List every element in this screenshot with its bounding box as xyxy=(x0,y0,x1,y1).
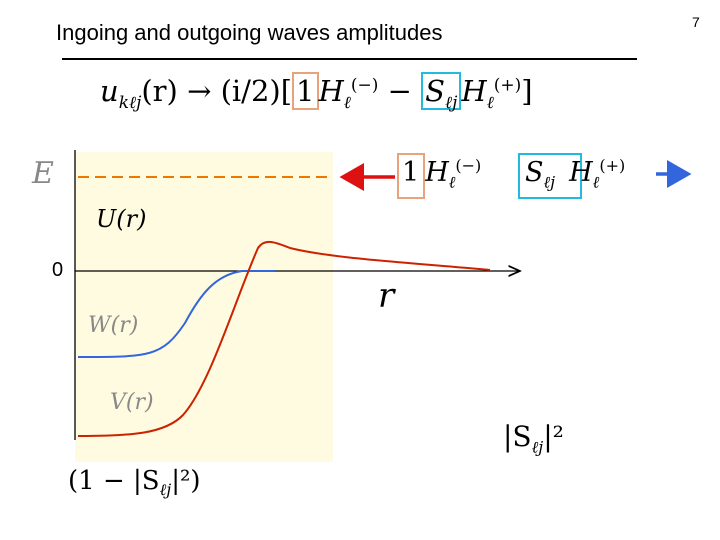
abs-s-open: |S xyxy=(503,420,532,453)
formula-s-box: Sℓj xyxy=(421,72,462,113)
r-label: r xyxy=(378,276,395,316)
slide-title: Ingoing and outgoing waves amplitudes xyxy=(56,20,443,45)
outgoing-s-sub: ℓj xyxy=(543,172,556,192)
w-label: W(r) xyxy=(88,313,139,338)
u-label: U(r) xyxy=(96,205,147,233)
formula-one-box: 1 xyxy=(292,72,319,110)
wave-formula: ukℓj(r) → (i/2)[1 Hℓ(−) − Sℓj Hℓ(+)] xyxy=(100,72,533,120)
formula-h-plus: H xyxy=(461,74,487,108)
formula-h-plus-sub: ℓ xyxy=(486,92,494,113)
title-underline xyxy=(62,58,637,60)
abs-s-tail: |² xyxy=(543,420,564,453)
formula-minus: − xyxy=(387,74,412,108)
imaginary-potential-curve xyxy=(77,270,275,358)
ingoing-one-box xyxy=(397,153,425,199)
formula-u: u xyxy=(100,74,119,108)
interaction-region xyxy=(75,152,333,462)
outgoing-h-sub: ℓ xyxy=(592,172,600,192)
transmitted-flux-label: |Sℓj|² xyxy=(503,420,564,458)
abs-s-sub: ℓj xyxy=(531,437,544,457)
loss-sub: ℓj xyxy=(159,480,172,500)
formula-u-sub: kℓj xyxy=(118,92,142,113)
ingoing-term: 1 Hℓ(−) xyxy=(402,156,481,192)
formula-h-minus: H xyxy=(318,74,344,108)
energy-label: E xyxy=(32,156,54,191)
formula-h-plus-sup: (+) xyxy=(493,75,522,96)
formula-arg: (r) xyxy=(141,74,178,108)
zero-label: 0 xyxy=(52,259,64,281)
page-number: 7 xyxy=(692,14,700,30)
loss-open: (1 − |S xyxy=(68,466,160,496)
formula-h-minus-sup: (−) xyxy=(350,75,379,96)
absorbed-flux-label: (1 − |Sℓj|²) xyxy=(68,466,201,500)
outgoing-s: S xyxy=(525,157,544,188)
formula-s: S xyxy=(425,74,446,108)
formula-one: 1 xyxy=(296,74,315,108)
formula-h-minus-sub: ℓ xyxy=(343,92,351,113)
real-potential-curve xyxy=(77,241,491,437)
ingoing-h: H xyxy=(425,157,449,188)
loss-tail: |²) xyxy=(171,466,201,496)
formula-close: ] xyxy=(521,74,533,108)
formula-factor: (i/2)[ xyxy=(220,74,293,108)
formula-s-sub: ℓj xyxy=(445,92,458,113)
v-label: V(r) xyxy=(110,390,154,415)
ingoing-h-sup: (−) xyxy=(455,156,482,175)
outgoing-h: H xyxy=(569,157,593,188)
ingoing-one: 1 xyxy=(402,157,420,188)
outgoing-h-sup: (+) xyxy=(599,156,626,175)
outgoing-term: Sℓj Hℓ(+) xyxy=(525,156,625,192)
outgoing-s-box xyxy=(518,153,582,199)
ingoing-h-sub: ℓ xyxy=(448,172,456,192)
formula-arrow: → xyxy=(187,74,212,108)
